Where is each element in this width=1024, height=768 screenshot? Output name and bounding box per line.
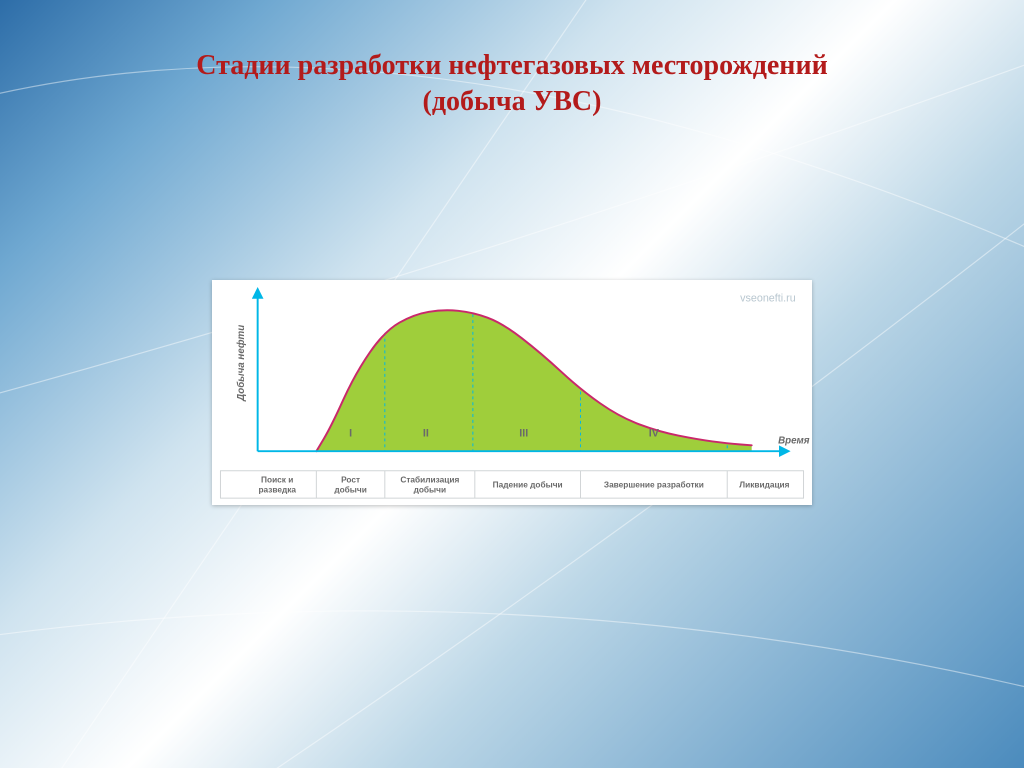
- phase-label: Ликвидация: [739, 479, 789, 489]
- watermark: vseonefti.ru: [740, 293, 796, 305]
- stage-roman-label: I: [349, 428, 352, 440]
- phase-label: Завершение разработки: [604, 479, 704, 489]
- y-axis-label: Добыча нефти: [236, 325, 247, 402]
- phase-label: добычи: [334, 484, 366, 494]
- phase-label: разведка: [258, 484, 296, 494]
- title-line-2: (добыча УВС): [423, 86, 602, 117]
- production-stages-chart: vseonefti.ruДобыча нефтиВремяIIIIIIIVПои…: [212, 280, 812, 505]
- title-line-1: Стадии разработки нефтегазовых месторожд…: [196, 50, 827, 81]
- phase-label: добычи: [414, 484, 446, 494]
- stage-roman-label: III: [519, 428, 528, 440]
- phase-label: Рост: [341, 475, 360, 485]
- stage-roman-label: IV: [649, 428, 660, 440]
- page-title: Стадии разработки нефтегазовых месторожд…: [0, 48, 1024, 121]
- stage-roman-label: II: [423, 428, 429, 440]
- phase-label: Стабилизация: [400, 475, 459, 485]
- x-axis-label: Время: [778, 435, 810, 446]
- phase-label: Поиск и: [261, 475, 293, 485]
- chart-panel: vseonefti.ruДобыча нефтиВремяIIIIIIIVПои…: [212, 280, 812, 505]
- phase-label: Падение добычи: [493, 479, 563, 489]
